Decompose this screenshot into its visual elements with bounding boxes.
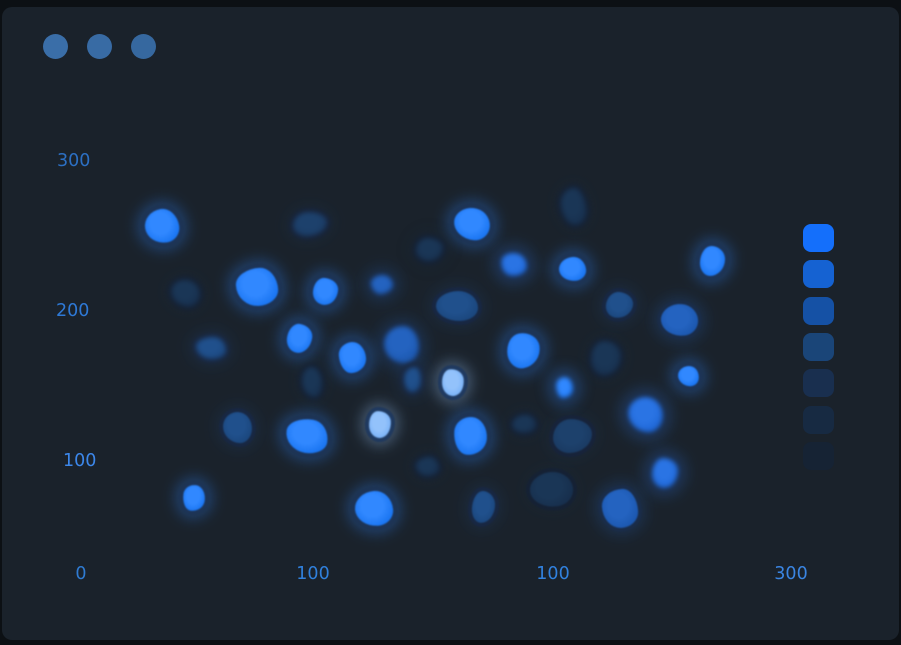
- data-blob[interactable]: [288, 207, 332, 241]
- y-tick-label: 200: [56, 301, 90, 321]
- legend-swatch[interactable]: [803, 297, 834, 325]
- data-blob[interactable]: [230, 262, 284, 312]
- data-blob[interactable]: [621, 390, 669, 438]
- data-blob[interactable]: [447, 411, 493, 461]
- y-tick-label: 100: [63, 451, 97, 471]
- data-blob[interactable]: [499, 325, 547, 375]
- data-blob[interactable]: [176, 479, 212, 517]
- legend-swatch[interactable]: [803, 333, 834, 361]
- data-blob[interactable]: [448, 202, 496, 246]
- data-blob[interactable]: [522, 463, 580, 515]
- legend-swatch[interactable]: [803, 442, 834, 470]
- data-blob[interactable]: [410, 450, 444, 482]
- data-blob[interactable]: [466, 486, 500, 528]
- data-blob[interactable]: [365, 268, 399, 300]
- data-blob[interactable]: [599, 286, 639, 324]
- data-blob[interactable]: [307, 272, 343, 310]
- data-blob[interactable]: [671, 360, 705, 392]
- x-tick-label: 0: [75, 564, 87, 584]
- legend-swatch[interactable]: [803, 369, 834, 397]
- x-tick-label: 100: [296, 564, 330, 584]
- data-blob[interactable]: [164, 273, 206, 313]
- data-blob[interactable]: [597, 483, 643, 533]
- data-blob[interactable]: [654, 297, 704, 343]
- data-blob[interactable]: [280, 317, 318, 359]
- data-blob[interactable]: [217, 406, 257, 448]
- data-blob[interactable]: [364, 405, 396, 443]
- y-tick-label: 300: [57, 151, 91, 171]
- legend-swatch[interactable]: [803, 224, 834, 252]
- data-blob[interactable]: [551, 372, 577, 402]
- data-blob[interactable]: [694, 241, 730, 281]
- data-blob[interactable]: [435, 362, 471, 402]
- data-blob[interactable]: [378, 320, 424, 368]
- data-blob[interactable]: [349, 484, 399, 532]
- legend-swatch[interactable]: [803, 406, 834, 434]
- data-blob[interactable]: [411, 233, 447, 265]
- data-blob[interactable]: [137, 201, 187, 251]
- data-blob[interactable]: [431, 286, 483, 326]
- data-blob[interactable]: [553, 251, 591, 287]
- x-tick-label: 300: [774, 564, 808, 584]
- data-blob[interactable]: [191, 332, 231, 364]
- data-blob[interactable]: [297, 362, 327, 402]
- data-blob[interactable]: [647, 453, 683, 493]
- data-blob[interactable]: [279, 411, 335, 461]
- window-control-dot[interactable]: [131, 34, 156, 59]
- data-blob[interactable]: [333, 336, 371, 378]
- legend-swatch[interactable]: [803, 260, 834, 288]
- x-tick-label: 100: [536, 564, 570, 584]
- data-blob[interactable]: [553, 181, 593, 231]
- window-control-dot[interactable]: [87, 34, 112, 59]
- data-blob[interactable]: [548, 414, 596, 458]
- window-control-dot[interactable]: [43, 34, 68, 59]
- data-blob[interactable]: [495, 246, 533, 282]
- data-blob[interactable]: [506, 408, 542, 440]
- data-blob[interactable]: [585, 335, 627, 381]
